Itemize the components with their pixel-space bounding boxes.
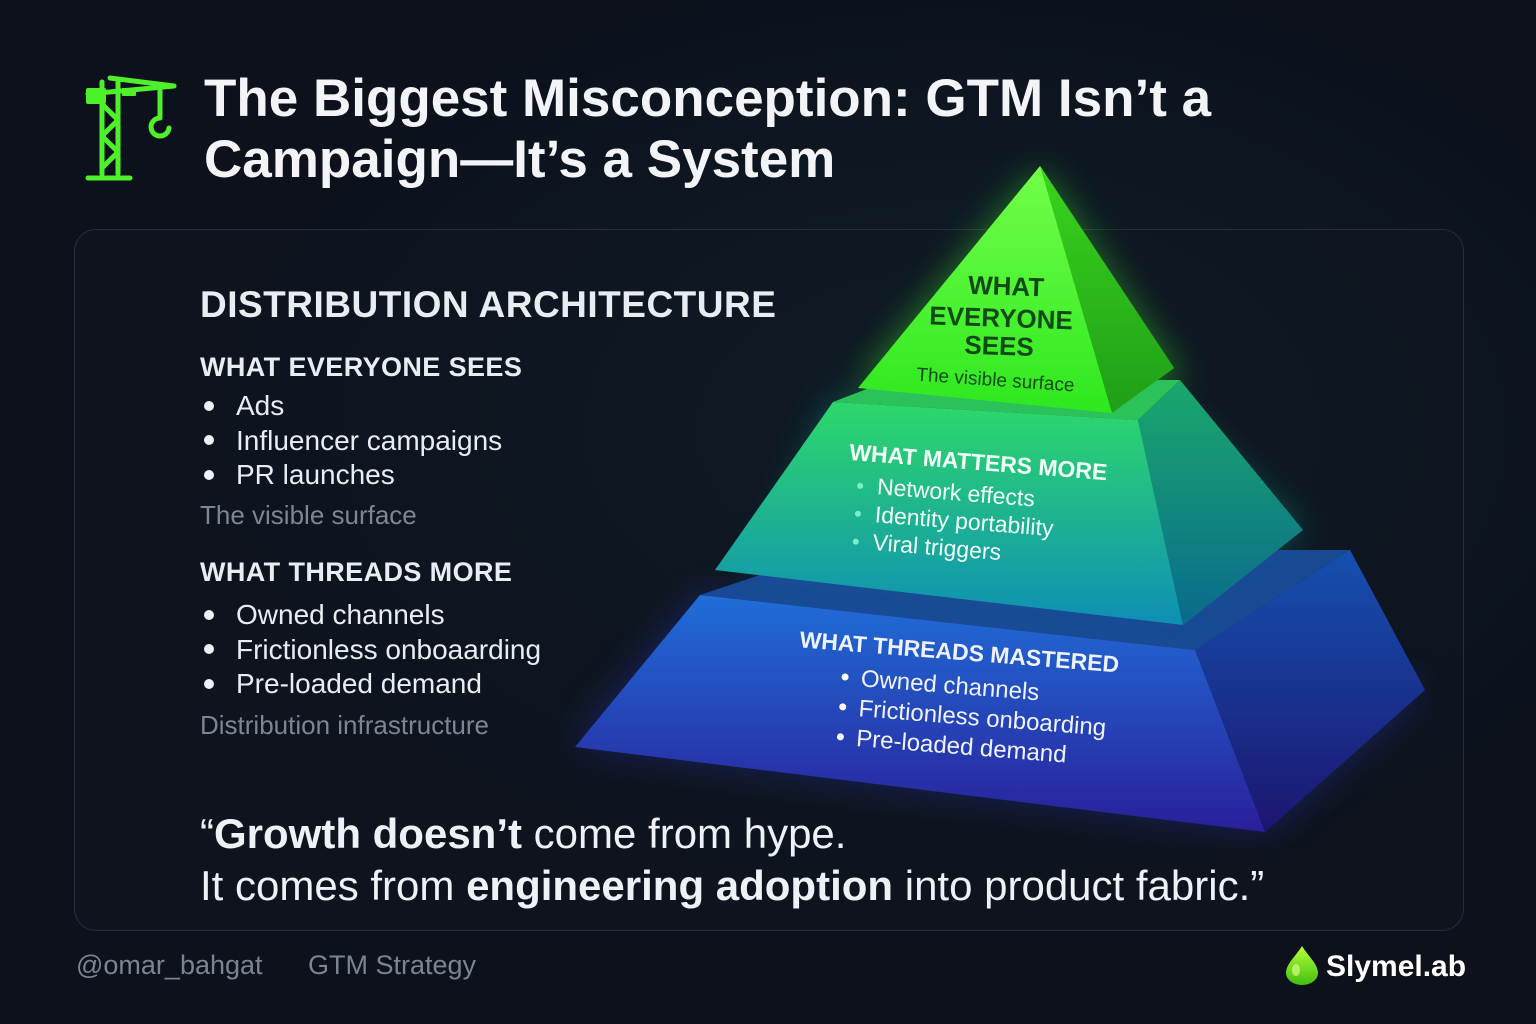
list-item: Pre-loaded demand [200,667,541,702]
bullet-icon [204,609,214,620]
bullet-icon [854,510,861,517]
top-tier-title-1: WHAT [968,270,1045,303]
bullet-icon [204,435,214,446]
middle-tier-front [715,402,1183,625]
bullet-icon [204,678,214,689]
section-heading-everyone-sees: WHAT EVERYONE SEES [200,352,523,382]
title-line-2: Campaign—It’s a System [204,130,836,189]
top-tier-title-2: EVERYONE [929,300,1073,335]
section-caption-distribution-infrastructure: Distribution infrastructure [200,710,489,740]
list-item: Owned channels [200,598,541,633]
quote: “Growth doesn’t come from hype. It comes … [200,808,1264,912]
section-heading-threads-more: WHAT THREADS MORE [200,557,513,587]
crane-icon [85,75,177,181]
quote-text-3: into product fabric.” [893,862,1265,909]
bottom-tier-side [1195,550,1425,832]
author-handle[interactable]: @omar_bahgat [76,950,263,980]
top-tier-title-3: SEES [964,330,1034,362]
quote-bold-2: engineering adoption [466,862,894,909]
section-caption-visible-surface: The visible surface [200,500,417,530]
brand-name: Slymel.ab [1326,950,1467,983]
architecture-heading: DISTRIBUTION ARCHITECTURE [200,284,777,325]
bullet-icon [841,673,849,681]
topic-tag: GTM Strategy [308,950,477,980]
page-title: The Biggest Misconception: GTM Isn’t a C… [204,68,1404,190]
bullet-icon [839,703,847,711]
list-item: PR launches [200,458,502,493]
drop-logo-icon [1286,946,1318,985]
pyramid-diagram: WHAT EVERYONE SEES The visible surface W… [575,166,1425,832]
bullet-icon [204,469,214,480]
bullet-icon [857,482,864,489]
quote-open-mark: “ [200,810,214,857]
bottom-tier-front [575,595,1265,832]
quote-text-1: come from hype. [522,810,847,857]
title-line-1: The Biggest Misconception: GTM Isn’t a [204,69,1212,128]
top-tier-side [1040,166,1174,413]
everyone-sees-list: Ads Influencer campaigns PR launches [200,389,502,493]
list-item: Frictionless onboaarding [200,633,541,668]
quote-bold-1: Growth doesn’t [214,810,522,857]
threads-more-list: Owned channels Frictionless onboaarding … [200,598,541,702]
middle-tier-side [1138,380,1303,625]
bullet-icon [204,644,214,655]
quote-text-2: It comes from [200,862,467,909]
list-item: Ads [200,389,502,424]
bullet-icon [852,538,859,545]
list-item: Influencer campaigns [200,424,502,459]
bullet-icon [204,400,214,411]
bullet-icon [836,733,844,741]
